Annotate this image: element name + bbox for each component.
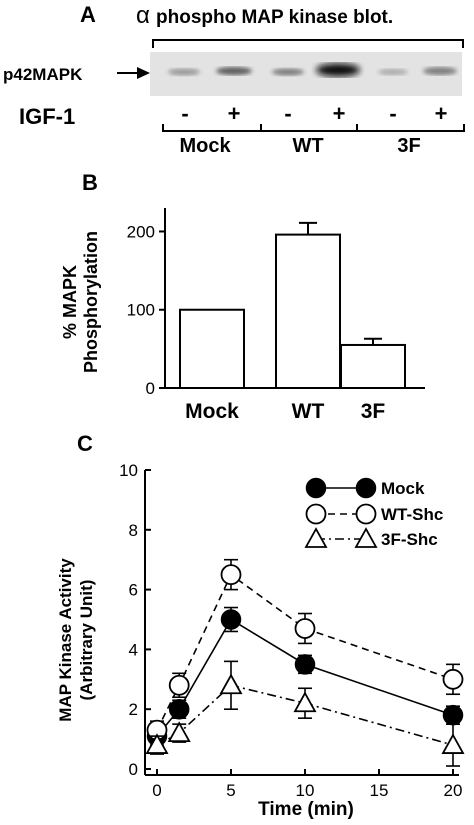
panel-c-letter: C (77, 431, 93, 456)
bar-category-label: 3F (361, 400, 386, 423)
legend-marker (305, 477, 327, 499)
treatment-label: IGF-1 (19, 104, 75, 129)
panel-b-letter: B (82, 170, 98, 195)
group-label-wt: WT (292, 135, 323, 157)
legend-label: Mock (381, 479, 425, 498)
bar-category-label: WT (292, 400, 325, 423)
bar-y-tick-label: 100 (127, 301, 155, 320)
legend-label: 3F-Shc (381, 530, 438, 549)
line-y-tick-label: 2 (129, 700, 138, 719)
title-bracket (152, 39, 464, 48)
legend-marker (355, 477, 377, 499)
lane-sign: - (181, 101, 188, 126)
legend-label: WT-Shc (381, 505, 443, 524)
series-wt-shc (146, 558, 464, 741)
data-point (294, 654, 316, 675)
alpha-symbol: α (136, 2, 150, 29)
blot-title: phospho MAP kinase blot. (156, 7, 393, 28)
legend-marker (305, 503, 327, 525)
lane-sign: + (228, 101, 241, 126)
lane-sign: + (435, 101, 448, 126)
data-point (442, 704, 464, 726)
bar-ylabel-line1: % MAPK (60, 265, 80, 339)
series-3f-shc (145, 660, 465, 767)
lane-sign: - (389, 101, 396, 126)
data-point (167, 721, 191, 743)
line-x-tick-label: 10 (296, 781, 315, 800)
bar-3f (340, 343, 406, 389)
group-label-mock: Mock (179, 135, 231, 157)
group-brackets (162, 124, 465, 132)
line-y-tick-label: 8 (129, 521, 138, 540)
panel-a-letter: A (80, 2, 96, 27)
bar-category-label: Mock (185, 400, 239, 423)
blot-image (150, 52, 462, 96)
line-ylabel-line1: MAP Kinase Activity (56, 558, 75, 722)
legend-marker (304, 527, 328, 548)
bar-mock (179, 308, 245, 390)
line-xlabel: Time (min) (258, 799, 354, 820)
group-label-3f: 3F (397, 135, 420, 157)
line-x-tick-label: 5 (226, 781, 235, 800)
data-point (168, 674, 190, 696)
line-x-tick-label: 0 (152, 781, 161, 800)
bar-y-tick-label: 200 (127, 222, 155, 241)
data-point (294, 618, 316, 639)
lane-signs: - + - + - + (181, 101, 447, 126)
bar-y-tick-label: 0 (146, 379, 155, 398)
band-arrow-icon (117, 67, 150, 79)
data-point (219, 673, 243, 695)
data-point (441, 733, 465, 754)
band-label: p42MAPK (3, 65, 83, 84)
data-point (168, 698, 190, 720)
line-x-tick-label: 15 (370, 781, 389, 800)
line-ylabel-line2: (Arbitrary Unit) (77, 580, 96, 701)
line-y-tick-label: 10 (119, 461, 138, 480)
bar-chart: 0 100 200 Mock WT 3F (127, 208, 425, 423)
data-point (442, 668, 464, 690)
data-point (220, 609, 242, 630)
line-chart: 0 2 4 6 8 10 0 5 10 15 20 (119, 461, 465, 800)
line-y-tick-label: 6 (129, 581, 138, 600)
data-point (145, 733, 169, 754)
legend-marker (355, 503, 377, 525)
bar-wt (275, 233, 341, 389)
data-point (220, 564, 242, 586)
line-y-tick-label: 0 (129, 760, 138, 779)
legend: Mock WT-Shc 3F-Shc (304, 477, 443, 549)
legend-marker (354, 527, 378, 548)
line-y-tick-label: 4 (129, 640, 138, 659)
lane-sign: + (333, 101, 346, 126)
lane-sign: - (284, 101, 291, 126)
line-x-tick-label: 20 (444, 781, 463, 800)
data-point (293, 691, 317, 713)
bar-ylabel-line2: Phosphorylation (81, 231, 101, 373)
